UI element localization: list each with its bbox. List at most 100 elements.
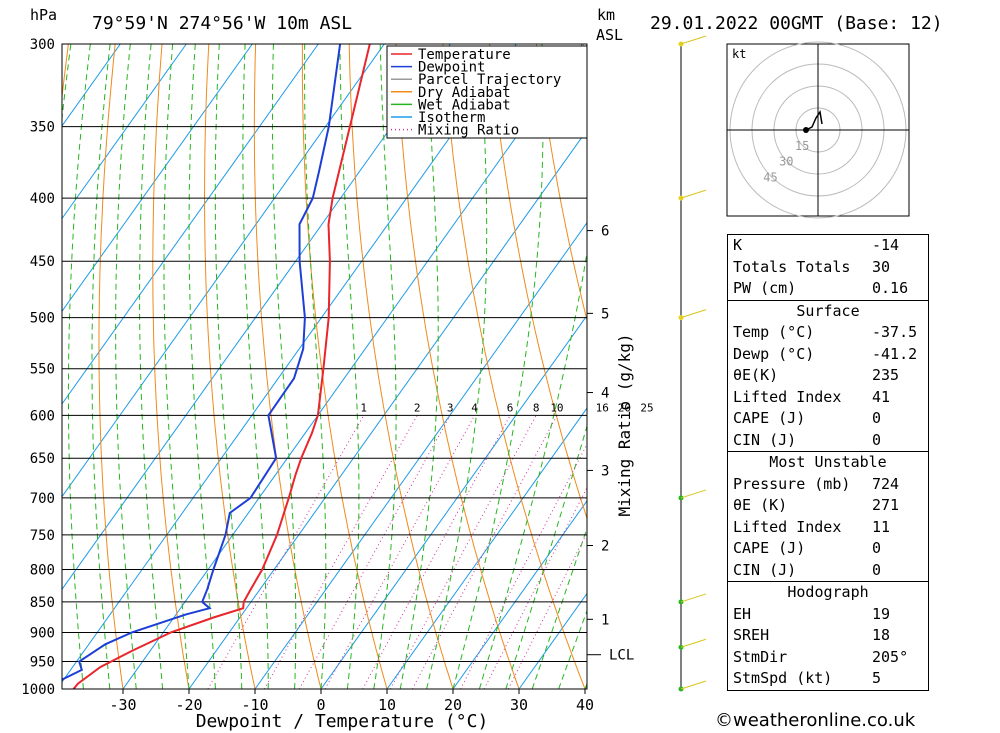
index-row: Lifted Index 11 <box>728 517 928 539</box>
x-tick-label: 10 <box>378 696 396 714</box>
x-tick-label: 40 <box>576 696 594 714</box>
km-tick-label: 4 <box>601 386 609 402</box>
sounding-series <box>62 44 371 689</box>
index-label: Dewp (°C) <box>733 344 815 363</box>
axis-labels: 1 2 3 4 6 8 10 16 20 2530035040045050055060065070… <box>21 37 653 714</box>
index-row: Lifted Index 41 <box>728 387 928 409</box>
index-row: Temp (°C) -37.5 <box>728 322 928 344</box>
index-value: 271 <box>872 496 900 514</box>
wet-adiabat-line <box>67 44 91 689</box>
km-tick-label: 2 <box>601 538 609 554</box>
index-value: 205° <box>872 647 909 666</box>
wet-adiabat-line <box>531 527 587 689</box>
hodograph-ring-label: 30 <box>779 155 793 169</box>
index-value: 0 <box>872 409 882 427</box>
index-label: SREH <box>733 626 770 644</box>
km-tick-label: 6 <box>601 224 609 240</box>
isotherm-line <box>62 44 187 220</box>
wet-adiabat-line <box>242 44 269 689</box>
wind-barb <box>680 638 707 648</box>
mixing-ratio-label: 4 <box>471 401 478 414</box>
index-row: PW (cm) 0.16 <box>728 278 928 300</box>
isotherm-line <box>122 44 583 689</box>
plot-frame <box>61 43 588 690</box>
basic-indices: K -14 Totals Totals 30 PW (cm) 0.16 <box>728 235 928 300</box>
index-row: StmSpd (kt) 5 <box>728 668 928 690</box>
wet-adiabat-line <box>139 44 164 689</box>
pressure-tick-label: 300 <box>30 37 55 53</box>
index-value: 41 <box>872 387 891 406</box>
most-unstable-section: Most Unstable Pressure (mb) 724 θE (K) 271 L… <box>728 451 928 581</box>
hodograph-ring-label: 15 <box>795 139 809 153</box>
index-label: K <box>733 236 743 254</box>
dry-adiabat-line <box>203 44 256 689</box>
mixing-ratio-label: 16 <box>596 401 609 414</box>
wind-profile <box>678 35 707 692</box>
dewpoint-line <box>62 44 342 681</box>
x-tick-label: -30 <box>109 696 136 714</box>
hodograph-ring-label: 45 <box>763 171 777 185</box>
index-label: CIN (J) <box>733 430 797 449</box>
index-label: Temp (°C) <box>733 323 815 341</box>
mixing-ratio-label: 2 <box>414 401 421 414</box>
legend-entry: Dewpoint <box>418 60 485 76</box>
pressure-tick-label: 600 <box>30 408 55 424</box>
index-label: Totals Totals <box>733 257 851 276</box>
pressure-tick-label: 650 <box>30 451 55 467</box>
mixing-ratio-label: 10 <box>550 401 563 414</box>
index-row: Pressure (mb) 724 <box>728 474 928 496</box>
surface-section: Surface Temp (°C) -37.5 Dewp (°C) -41.2 θE(K… <box>728 299 928 452</box>
pressure-tick-label: 700 <box>30 491 55 507</box>
hodograph-section: Hodograph EH 19 SREH 18 StmDir 205° StmSpd (kt… <box>728 581 928 690</box>
datetime-title: 29.01.2022 00GMT (Base: 12) <box>650 13 943 34</box>
asl-unit-label: ASL <box>596 26 623 44</box>
legend-box <box>386 45 588 139</box>
legend-entry: Temperature <box>418 47 511 63</box>
indices-panel: K -14 Totals Totals 30 PW (cm) 0.16 Surface T… <box>727 234 929 691</box>
copyright-symbol: © <box>715 710 733 731</box>
index-value: 5 <box>872 669 882 687</box>
hodograph-title: Hodograph <box>787 583 869 601</box>
isotherm-line <box>62 44 121 127</box>
index-value: -41.2 <box>872 344 918 363</box>
x-tick-label: 30 <box>510 696 528 714</box>
isotherm-line <box>320 314 587 689</box>
index-row: StmDir 205° <box>728 647 928 669</box>
index-row: θE (K) 271 <box>728 495 928 517</box>
wind-barb <box>680 680 707 690</box>
most-unstable-title: Most Unstable <box>769 453 887 471</box>
hodograph-unit-label: kt <box>732 47 746 61</box>
wet-adiabat-line <box>505 424 587 689</box>
footer-site: weatheronline.co.uk <box>733 710 916 731</box>
index-label: EH <box>733 604 752 623</box>
index-label: θE(K) <box>733 366 779 384</box>
index-value: 30 <box>872 257 891 276</box>
index-label: θE (K) <box>733 496 788 514</box>
dry-adiabat-line <box>253 44 322 689</box>
x-tick-label: -20 <box>175 696 202 714</box>
isotherm-line <box>452 499 587 689</box>
x-tick-label: 20 <box>444 696 462 714</box>
legend-entry: Wet Adiabat <box>418 97 511 113</box>
lcl-label: LCL <box>609 648 634 664</box>
pressure-tick-label: 800 <box>30 562 55 578</box>
index-value: 0 <box>872 430 882 449</box>
dry-adiabat-line <box>0 44 22 689</box>
pressure-tick-label: 450 <box>30 254 55 270</box>
index-label: CAPE (J) <box>733 409 806 427</box>
pressure-tick-label: 750 <box>30 528 55 544</box>
pressure-tick-label: 350 <box>30 120 55 136</box>
index-row: SREH 18 <box>728 625 928 647</box>
hodograph-trace <box>805 110 823 131</box>
pressure-level-lines <box>62 43 587 690</box>
index-row: CAPE (J) 0 <box>728 408 928 430</box>
mixing-ratio-label: 25 <box>640 401 653 414</box>
isotherm-line <box>254 221 587 689</box>
mixing-ratio-label: 20 <box>618 401 631 414</box>
km-unit-label: km <box>597 6 615 24</box>
mixing-ratio-line <box>460 443 587 689</box>
isotherm-line <box>62 44 253 313</box>
